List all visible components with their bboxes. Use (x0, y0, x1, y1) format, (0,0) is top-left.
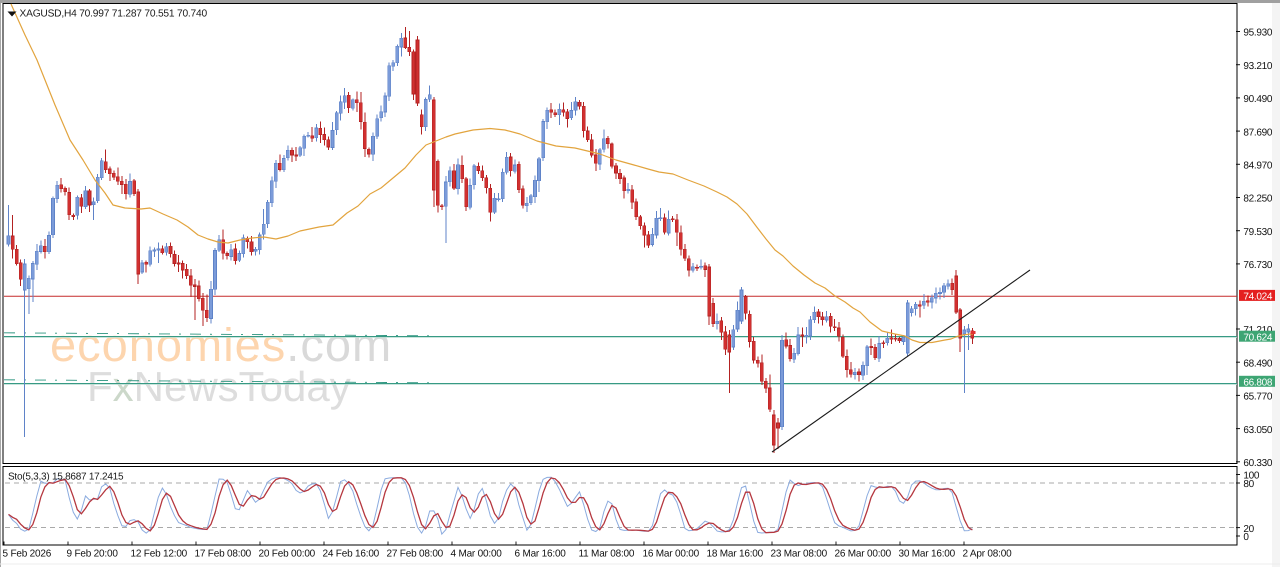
svg-text:65.770: 65.770 (1243, 392, 1273, 403)
svg-text:17 Feb 08:00: 17 Feb 08:00 (195, 549, 252, 560)
svg-text:12 Feb 12:00: 12 Feb 12:00 (131, 549, 188, 560)
svg-text:30 Mar 16:00: 30 Mar 16:00 (899, 549, 956, 560)
svg-text:79.530: 79.530 (1243, 227, 1273, 238)
svg-text:76.730: 76.730 (1243, 260, 1273, 271)
svg-text:23 Mar 08:00: 23 Mar 08:00 (771, 549, 828, 560)
svg-text:87.690: 87.690 (1243, 127, 1273, 138)
svg-text:4 Mar 00:00: 4 Mar 00:00 (451, 549, 503, 560)
svg-text:26 Mar 00:00: 26 Mar 00:00 (835, 549, 892, 560)
svg-text:20: 20 (1243, 524, 1254, 535)
svg-text:9 Feb 20:00: 9 Feb 20:00 (67, 549, 119, 560)
svg-text:93.210: 93.210 (1243, 61, 1273, 72)
svg-text:27 Feb 08:00: 27 Feb 08:00 (387, 549, 444, 560)
svg-text:20 Feb 00:00: 20 Feb 00:00 (259, 549, 316, 560)
svg-text:5 Feb 2026: 5 Feb 2026 (3, 549, 52, 560)
svg-text:2 Apr 08:00: 2 Apr 08:00 (963, 549, 1013, 560)
svg-text:68.490: 68.490 (1243, 358, 1273, 369)
svg-text:66.808: 66.808 (1243, 378, 1273, 389)
svg-text:82.250: 82.250 (1243, 194, 1273, 205)
svg-text:24 Feb 16:00: 24 Feb 16:00 (323, 549, 380, 560)
svg-text:84.970: 84.970 (1243, 161, 1273, 172)
svg-text:74.024: 74.024 (1243, 292, 1273, 303)
svg-text:95.930: 95.930 (1243, 28, 1273, 39)
svg-text:0: 0 (1243, 532, 1249, 543)
svg-text:60.330: 60.330 (1243, 458, 1273, 469)
svg-text:Sto(5,3,3) 15.8687 17.2415: Sto(5,3,3) 15.8687 17.2415 (8, 472, 124, 483)
svg-text:economies.com: economies.com (50, 318, 392, 371)
svg-text:18 Mar 16:00: 18 Mar 16:00 (707, 549, 764, 560)
svg-text:XAGUSD,H4 70.997 71.287 70.55: XAGUSD,H4 70.997 71.287 70.551 70.740 (20, 9, 208, 20)
svg-text:90.490: 90.490 (1243, 94, 1273, 105)
svg-text:11 Mar 08:00: 11 Mar 08:00 (579, 549, 635, 560)
svg-text:16 Mar 00:00: 16 Mar 00:00 (643, 549, 700, 560)
svg-text:70.624: 70.624 (1243, 332, 1273, 343)
svg-text:100: 100 (1243, 471, 1260, 482)
svg-text:80: 80 (1243, 479, 1254, 490)
svg-text:FxNewsToday: FxNewsToday (87, 363, 351, 410)
svg-text:63.050: 63.050 (1243, 425, 1273, 436)
svg-text:6 Mar 16:00: 6 Mar 16:00 (515, 549, 567, 560)
